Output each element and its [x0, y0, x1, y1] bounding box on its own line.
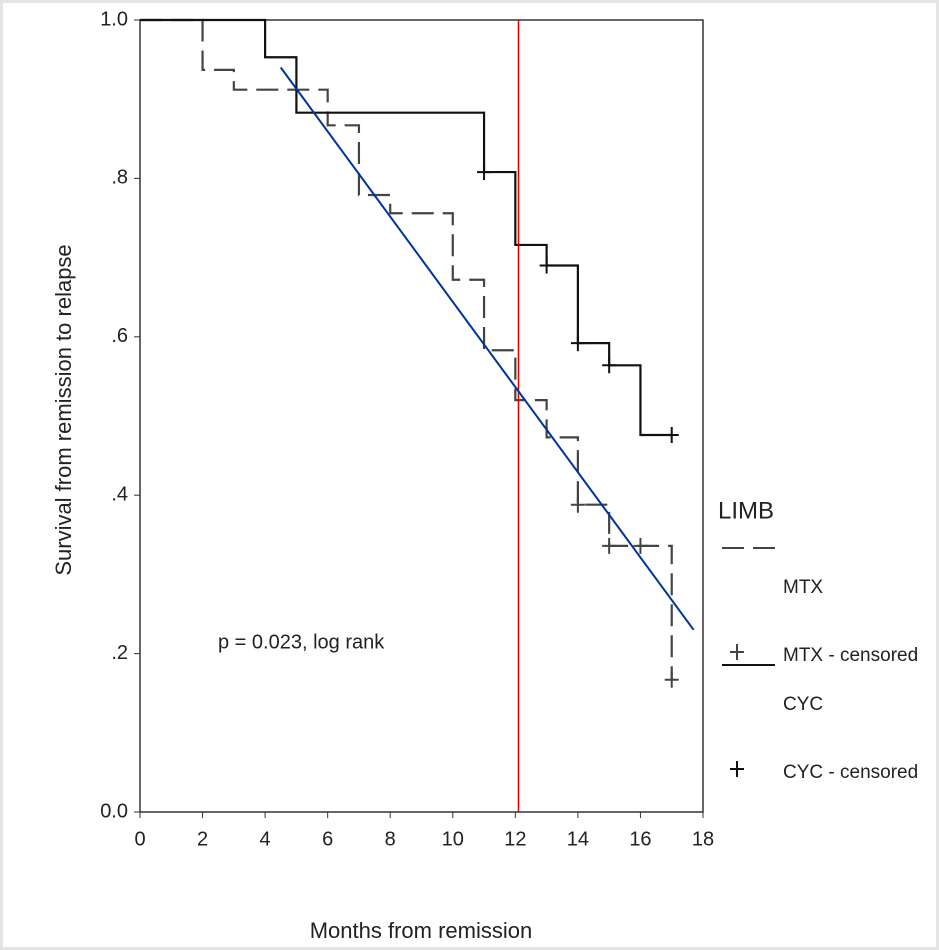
x-tick-label: 4	[260, 828, 271, 850]
legend-censored-mark	[730, 761, 744, 777]
censored-mark	[633, 537, 648, 554]
legend-label: CYC - censored	[783, 762, 918, 783]
censored-mark	[539, 257, 554, 274]
legend-label: MTX	[783, 577, 823, 598]
censored-mark	[664, 427, 679, 444]
x-tick-label: 8	[385, 828, 396, 850]
annotation: p = 0.023, log rank	[218, 631, 385, 653]
x-tick-label: 18	[692, 828, 714, 850]
censored-mark	[664, 671, 679, 688]
y-tick-label: 0.0	[100, 800, 128, 822]
y-tick-label: .4	[111, 483, 128, 505]
censored-mark	[570, 496, 585, 513]
censored-mark	[477, 164, 492, 181]
x-tick-label: 2	[197, 828, 208, 850]
censored-mark	[602, 357, 617, 374]
legend-label: MTX - censored	[783, 645, 918, 666]
censored-mark	[570, 335, 585, 352]
trend-line	[279, 66, 695, 631]
x-axis-label: Months from remission	[310, 918, 533, 943]
legend-label: CYC	[783, 694, 823, 715]
x-tick-label: 14	[567, 828, 589, 850]
y-tick-label: 1.0	[100, 8, 128, 30]
legend-title: LIMB	[718, 497, 774, 524]
y-axis-label: Survival from remission to relapse	[51, 244, 76, 575]
x-tick-label: 10	[442, 828, 464, 850]
x-tick-label: 12	[504, 828, 526, 850]
censored-mark	[602, 537, 617, 554]
plot-frame	[139, 19, 704, 813]
x-tick-label: 6	[322, 828, 333, 850]
x-tick-label: 0	[134, 828, 145, 850]
y-tick-label: .6	[111, 325, 128, 347]
legend-censored-mark	[730, 644, 744, 660]
y-tick-label: .8	[111, 167, 128, 189]
x-tick-label: 16	[629, 828, 651, 850]
y-tick-label: .2	[111, 642, 128, 664]
survival-curve	[140, 18, 673, 680]
